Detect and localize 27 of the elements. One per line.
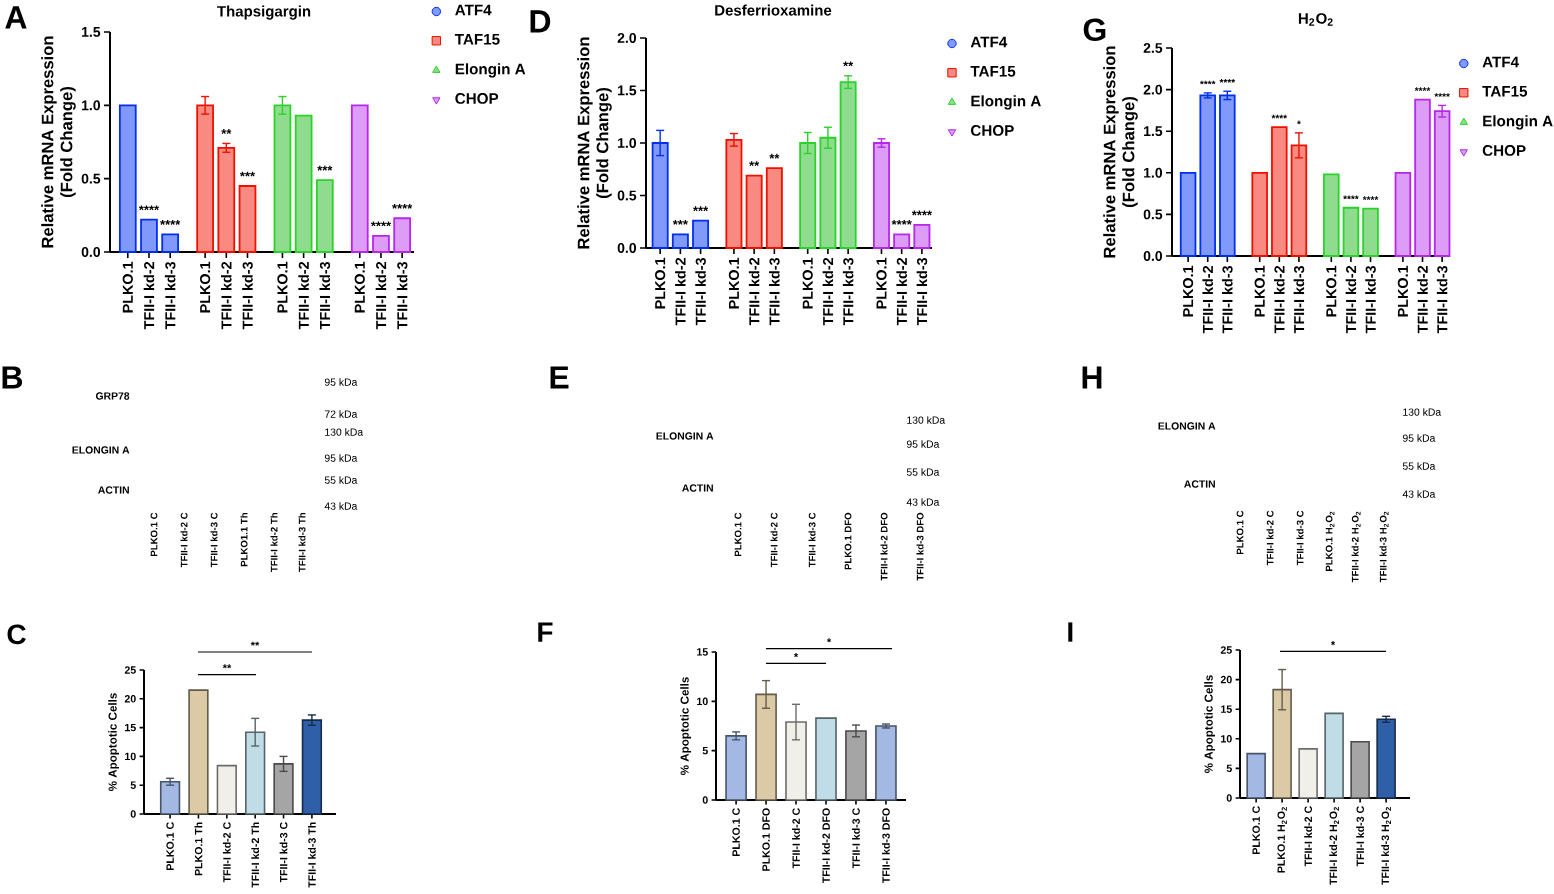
y-axis-title: Relative mRNA Expression (Fold Change): [41, 36, 76, 248]
bar: [216, 764, 237, 815]
text: G: [1083, 18, 1106, 42]
text: I: [1068, 622, 1073, 642]
text: B: [2, 366, 23, 389]
bar: [273, 763, 294, 815]
bar: [815, 717, 837, 801]
y-axis-title: Relative mRNA Expression (Fold Change): [1103, 46, 1138, 258]
y-axis-title: Relative mRNA Expression (Fold Change): [577, 37, 612, 249]
text: C: [7, 624, 26, 645]
text: H: [1082, 366, 1102, 389]
bar: [159, 780, 181, 815]
bar: [1350, 740, 1370, 799]
bar: [1376, 718, 1396, 799]
bar: [725, 735, 747, 801]
bar: [845, 730, 867, 801]
bar: [1246, 752, 1266, 799]
bar: [1324, 712, 1344, 799]
text: D: [530, 10, 551, 33]
bar: [875, 725, 897, 801]
text: E: [550, 366, 569, 389]
text: A: [5, 6, 27, 29]
text: F: [538, 622, 553, 642]
bar: [755, 693, 777, 801]
bar: [1298, 748, 1318, 799]
bar: [188, 689, 209, 815]
bar: [301, 719, 323, 815]
